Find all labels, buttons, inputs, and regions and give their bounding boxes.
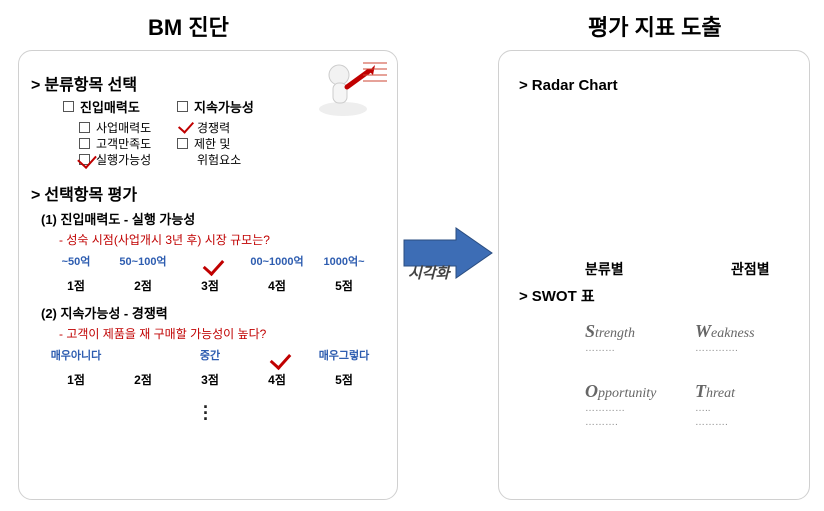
swot-dots: ………… (585, 403, 625, 414)
swot-letter: T (695, 381, 706, 401)
section2-header: >선택항목 평가 (31, 181, 137, 205)
q1-header: (1) 진입매력도 - 실행 가능성 (41, 209, 195, 228)
subcat-label: 실행가능성 (96, 151, 151, 168)
section1-label: 분류항목 선택 (44, 77, 137, 94)
scale-point[interactable]: 4점 (246, 277, 308, 294)
swot-rest: trength (595, 326, 635, 341)
radar-header: >Radar Chart (519, 77, 618, 94)
subcat-feasibility[interactable]: 실행가능성 (79, 151, 151, 168)
checkbox-icon (177, 138, 188, 149)
scale-point-label: 4점 (268, 373, 286, 387)
category-by-class: 분류별 (585, 259, 624, 279)
swot-dots: …………. (695, 343, 738, 354)
left-panel: >분류항목 선택 진입매력도 지속가능성 사업매력도 고객만족도 실행가능성 경… (18, 50, 398, 500)
subcat-risk: 위험요소 (197, 151, 241, 168)
scale-label (112, 347, 174, 363)
cat-sustain[interactable]: 지속가능성 (177, 97, 254, 116)
subcat-label: 위험요소 (197, 151, 241, 168)
section2-label: 선택항목 평가 (44, 187, 137, 204)
subcat-label: 사업매력도 (96, 119, 151, 136)
swot-opportunity: Opportunity (585, 381, 656, 402)
swot-dots: ….. (695, 403, 711, 414)
scale-point[interactable]: 3점 (179, 371, 241, 388)
vertical-ellipsis-icon: ... (203, 399, 208, 417)
check-icon (202, 259, 218, 273)
scale-point-label: 3점 (201, 279, 219, 293)
section1-header: >분류항목 선택 (31, 71, 137, 95)
radar-label: Radar Chart (532, 77, 618, 94)
swot-rest: eakness (711, 326, 755, 341)
swot-dots: ………. (695, 417, 728, 428)
swot-letter: O (585, 381, 598, 401)
q1-scale-points[interactable]: 1점 2점 3점 4점 5점 (45, 277, 375, 294)
subcat-limit[interactable]: 제한 및 (177, 135, 230, 152)
scale-point[interactable]: 1점 (45, 371, 107, 388)
subcat-label: 제한 및 (194, 135, 230, 152)
scale-point[interactable]: 2점 (112, 371, 174, 388)
swot-rest: pportunity (598, 386, 656, 401)
checkbox-icon (79, 138, 90, 149)
scale-point-selected[interactable]: 4점 (246, 371, 308, 388)
q2-scale-labels: 매우아니다 중간 매우그렇다 (45, 347, 375, 363)
right-title: 평가 지표 도출 (588, 10, 722, 42)
q2-scale-points[interactable]: 1점 2점 3점 4점 5점 (45, 371, 375, 388)
category-by-view: 관점별 (731, 259, 770, 279)
swot-weakness: Weakness (695, 321, 755, 342)
subcat-label: 고객만족도 (96, 135, 151, 152)
swot-rest: hreat (706, 386, 735, 401)
swot-header: >SWOT 표 (519, 285, 595, 306)
checkbox-checked-icon (79, 154, 90, 165)
scale-point[interactable]: 5점 (313, 277, 375, 294)
visualize-arrow-label: 시각화 (408, 262, 449, 283)
scale-label: 00~1000억 (246, 253, 308, 269)
swot-threat: Threat (695, 381, 735, 402)
scale-point[interactable]: 5점 (313, 371, 375, 388)
subcat-competitive[interactable]: 경쟁력 (177, 119, 230, 136)
left-title: BM 진단 (148, 10, 229, 42)
swot-dots: ………. (585, 417, 618, 428)
swot-letter: S (585, 321, 595, 341)
scale-label: 매우아니다 (45, 347, 107, 363)
right-panel: >Radar Chart 분류별 관점별 >SWOT 표 Strength We… (498, 50, 810, 500)
scale-point-selected[interactable]: 3점 (179, 277, 241, 294)
cat-sustain-label: 지속가능성 (194, 97, 254, 116)
cat-entry-label: 진입매력도 (80, 97, 140, 116)
q2-question: - 고객이 제품을 재 구매할 가능성이 높다? (59, 325, 266, 342)
swot-strength: Strength (585, 321, 635, 342)
swot-letter: W (695, 321, 711, 341)
scale-label: 1000억~ (313, 253, 375, 269)
check-icon (177, 121, 193, 135)
swot-header-label: SWOT 표 (532, 288, 595, 305)
scale-label: 매우그렇다 (313, 347, 375, 363)
scale-point[interactable]: 1점 (45, 277, 107, 294)
check-icon (269, 353, 285, 367)
scale-point[interactable]: 2점 (112, 277, 174, 294)
figure-illustration (313, 57, 391, 121)
subcat-label: 경쟁력 (197, 119, 230, 136)
cat-entry[interactable]: 진입매력도 (63, 97, 140, 116)
q1-question: - 성숙 시점(사업개시 3년 후) 시장 규모는? (59, 231, 270, 248)
subcat-business[interactable]: 사업매력도 (79, 119, 151, 136)
scale-label: 중간 (179, 347, 241, 363)
q2-header: (2) 지속가능성 - 경쟁력 (41, 303, 168, 322)
scale-label: 50~100억 (112, 253, 174, 269)
subcat-customer[interactable]: 고객만족도 (79, 135, 151, 152)
checkbox-icon (177, 101, 188, 112)
scale-label: ~50억 (45, 253, 107, 269)
checkbox-icon (63, 101, 74, 112)
swot-dots: ……… (585, 343, 615, 354)
checkbox-icon (79, 122, 90, 133)
